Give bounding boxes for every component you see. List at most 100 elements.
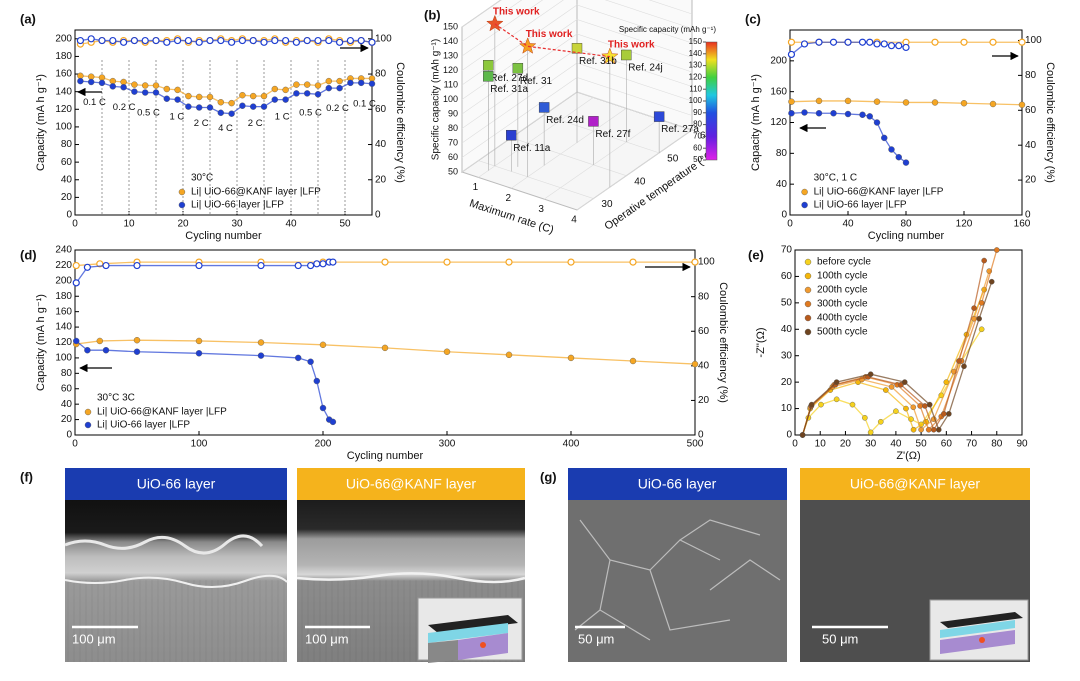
data-point bbox=[787, 50, 796, 59]
data-point bbox=[271, 96, 278, 103]
y-tick-label: 160 bbox=[770, 86, 787, 97]
legend-label: Li| UiO-66 layer |LFP bbox=[814, 200, 907, 211]
rate-label: 1 C bbox=[275, 112, 290, 123]
data-point bbox=[893, 408, 899, 415]
data-point bbox=[119, 38, 128, 46]
y-tick-label: 80 bbox=[776, 148, 788, 159]
data-point bbox=[96, 260, 104, 268]
x-tick-label: 60 bbox=[941, 439, 953, 450]
colorbar-tick-label: 140 bbox=[689, 49, 703, 58]
data-point bbox=[304, 81, 311, 88]
rate-label: 2 C bbox=[248, 118, 263, 129]
x-tick-label: 0 bbox=[72, 219, 78, 230]
y2-tick-label: 40 bbox=[698, 360, 710, 371]
data-point bbox=[867, 371, 874, 378]
cube-marker bbox=[571, 43, 583, 54]
data-point bbox=[195, 337, 203, 345]
colorbar-tick-label: 90 bbox=[693, 108, 702, 117]
y2-tick-label: 60 bbox=[375, 104, 387, 115]
data-point bbox=[787, 38, 796, 46]
data-point bbox=[217, 36, 225, 45]
data-point bbox=[249, 92, 257, 100]
colorbar-tick-label: 60 bbox=[693, 143, 702, 152]
x-tick-label: 10 bbox=[815, 439, 827, 450]
x-tick-label: 30 bbox=[231, 219, 243, 230]
panel-label: (d) bbox=[20, 247, 37, 262]
data-point bbox=[141, 82, 149, 89]
series-line bbox=[76, 261, 695, 267]
y2-tick-label: 20 bbox=[1025, 175, 1037, 186]
legend-label: 200th cycle bbox=[817, 285, 868, 296]
legend-label: Li| UiO-66@KANF layer |LFP bbox=[97, 407, 227, 418]
data-point bbox=[185, 92, 192, 100]
x-tick-label: 90 bbox=[1016, 439, 1028, 450]
x-tick-label: 40 bbox=[890, 439, 902, 450]
data-point bbox=[895, 42, 903, 50]
data-point bbox=[801, 109, 808, 116]
y-tick-label: 40 bbox=[634, 176, 646, 187]
legend-label: 300th cycle bbox=[817, 299, 868, 310]
point-label: Ref. 27d bbox=[490, 73, 528, 84]
data-point bbox=[336, 38, 344, 46]
y-tick-label: 120 bbox=[55, 337, 72, 348]
y-tick-label: 40 bbox=[776, 179, 788, 190]
x-tick-label: 3 bbox=[538, 204, 544, 215]
x-tick-label: 0 bbox=[787, 219, 793, 230]
data-point bbox=[313, 260, 321, 268]
data-point bbox=[260, 92, 268, 100]
panel-label: (b) bbox=[424, 7, 441, 22]
legend-label: before cycle bbox=[817, 257, 871, 268]
data-point bbox=[329, 258, 337, 266]
data-point bbox=[152, 89, 160, 96]
data-point bbox=[133, 336, 141, 344]
x-tick-label: 4 bbox=[571, 215, 577, 226]
data-point bbox=[866, 38, 874, 46]
grid-line bbox=[478, 160, 594, 199]
y-tick-label: 20 bbox=[781, 377, 793, 388]
cube-marker bbox=[506, 129, 517, 141]
z-axis-title: Specific capacity (mAh g⁻¹) bbox=[431, 39, 442, 160]
grid-line bbox=[511, 137, 627, 176]
data-point bbox=[815, 97, 823, 105]
rate-label: 2 C bbox=[194, 118, 209, 129]
y-tick-label: 0 bbox=[786, 430, 792, 441]
data-point bbox=[935, 426, 942, 433]
y2-tick-label: 80 bbox=[698, 291, 710, 302]
data-point bbox=[941, 411, 947, 417]
data-point bbox=[72, 279, 80, 287]
cube-marker bbox=[588, 116, 599, 127]
data-point bbox=[961, 363, 967, 370]
cube-marker bbox=[621, 49, 632, 61]
data-point bbox=[443, 348, 451, 355]
sem-panel: UiO-66 layer 50 μm bbox=[568, 468, 787, 662]
data-point bbox=[174, 36, 182, 45]
y-tick-label: 40 bbox=[781, 324, 793, 335]
data-point bbox=[87, 35, 95, 43]
y2-axis-title: Coulombic efficiency (%) bbox=[1044, 62, 1056, 183]
colorbar-title: Specific capacity (mAh g⁻¹) bbox=[619, 25, 716, 34]
point-label: This work bbox=[493, 7, 540, 18]
scale-label: 100 μm bbox=[305, 631, 349, 646]
y-tick-label: 180 bbox=[55, 51, 72, 62]
point-label: Ref. 24j bbox=[628, 63, 662, 74]
data-point bbox=[152, 36, 160, 45]
y2-tick-label: 0 bbox=[1025, 210, 1031, 221]
cube-marker bbox=[512, 63, 524, 74]
colorbar-tick-label: 120 bbox=[689, 73, 703, 82]
data-point bbox=[788, 110, 795, 117]
header-bar bbox=[65, 468, 287, 500]
image-header: UiO-66 layer bbox=[638, 476, 717, 492]
z-tick-label: 130 bbox=[443, 50, 458, 60]
data-point bbox=[883, 387, 889, 393]
y2-tick-label: 60 bbox=[1025, 105, 1037, 116]
data-point bbox=[691, 258, 699, 266]
data-point bbox=[873, 40, 881, 48]
data-point bbox=[314, 36, 322, 45]
data-point bbox=[799, 432, 806, 438]
data-point bbox=[988, 278, 995, 285]
z-tick-label: 90 bbox=[448, 108, 458, 118]
data-point bbox=[294, 261, 302, 270]
point-label: Ref. 31 bbox=[520, 76, 553, 87]
y-tick-label: 60 bbox=[61, 157, 73, 168]
data-point bbox=[102, 347, 110, 354]
